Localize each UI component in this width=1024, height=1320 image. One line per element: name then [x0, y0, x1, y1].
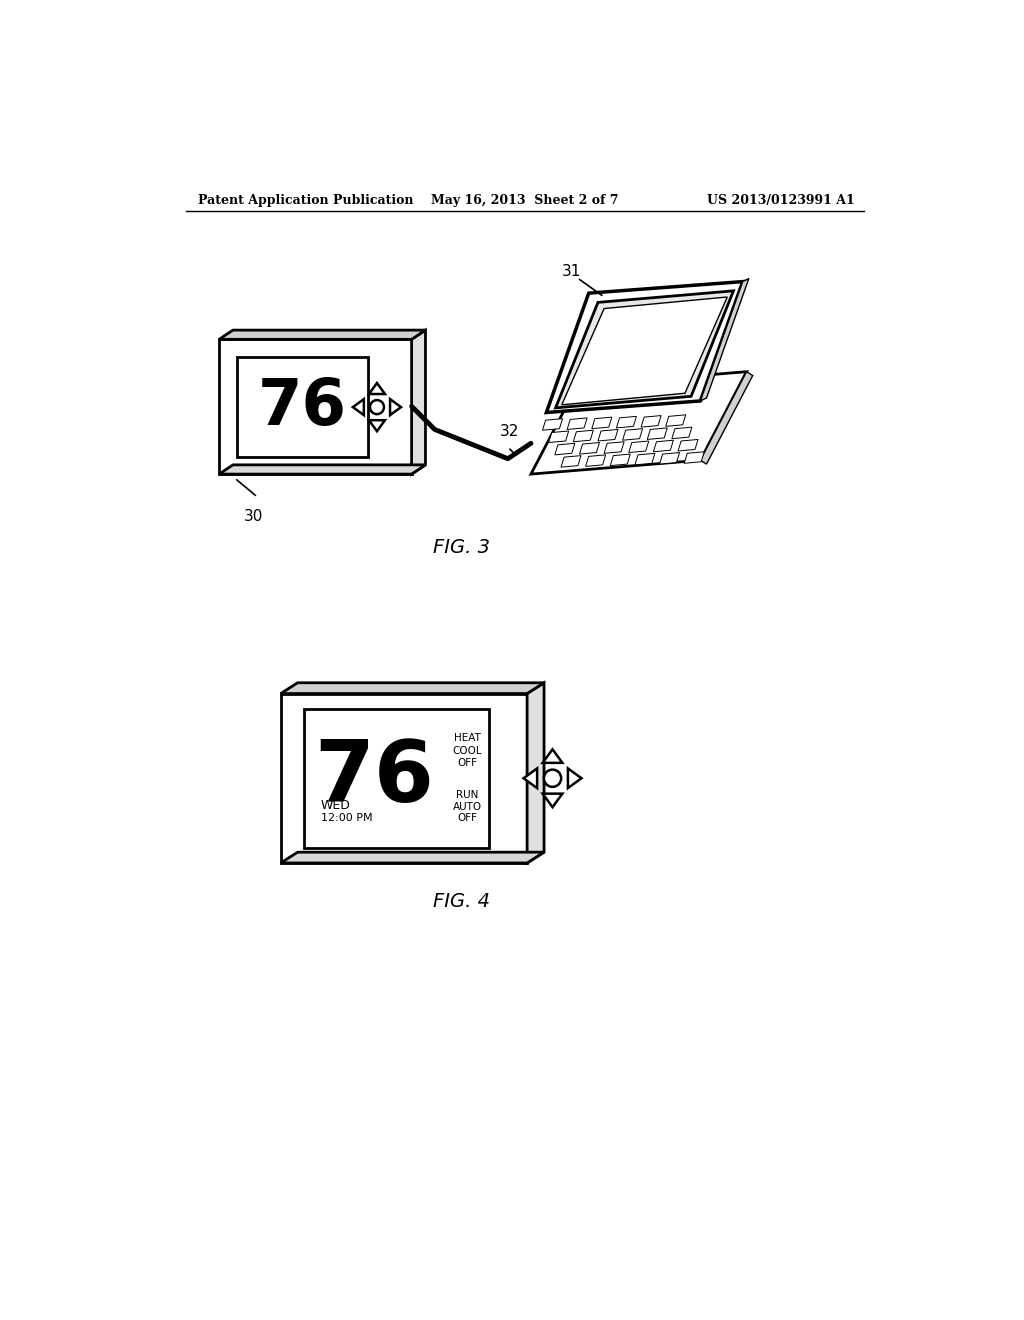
Polygon shape: [561, 455, 581, 467]
Text: 31: 31: [562, 264, 582, 279]
Polygon shape: [219, 330, 425, 339]
Text: OFF: OFF: [457, 813, 477, 824]
Polygon shape: [666, 414, 686, 426]
Text: 32: 32: [500, 425, 519, 440]
Polygon shape: [573, 430, 593, 442]
Polygon shape: [547, 281, 742, 412]
Polygon shape: [369, 420, 385, 432]
Text: 12:00 PM: 12:00 PM: [321, 813, 373, 824]
Polygon shape: [616, 416, 637, 428]
Polygon shape: [610, 454, 631, 466]
Polygon shape: [700, 372, 753, 465]
Polygon shape: [678, 440, 698, 451]
Polygon shape: [555, 444, 574, 455]
Polygon shape: [527, 682, 544, 863]
Polygon shape: [543, 793, 562, 808]
Polygon shape: [592, 417, 611, 429]
Polygon shape: [684, 451, 705, 463]
Text: US 2013/0123991 A1: US 2013/0123991 A1: [707, 194, 854, 207]
Polygon shape: [659, 453, 680, 465]
Circle shape: [370, 400, 384, 414]
Polygon shape: [568, 768, 582, 788]
Text: AUTO: AUTO: [453, 801, 481, 812]
Polygon shape: [281, 693, 527, 863]
Text: Patent Application Publication: Patent Application Publication: [199, 194, 414, 207]
Polygon shape: [304, 709, 488, 847]
Polygon shape: [353, 399, 364, 414]
Text: May 16, 2013  Sheet 2 of 7: May 16, 2013 Sheet 2 of 7: [431, 194, 618, 207]
Polygon shape: [523, 768, 538, 788]
Polygon shape: [281, 853, 544, 863]
Text: OFF: OFF: [457, 758, 477, 768]
Polygon shape: [700, 279, 749, 401]
Text: RUN: RUN: [456, 791, 478, 800]
Polygon shape: [219, 339, 412, 474]
Polygon shape: [390, 399, 401, 414]
Polygon shape: [219, 465, 425, 474]
Polygon shape: [635, 453, 655, 465]
Polygon shape: [604, 442, 625, 453]
Text: FIG. 3: FIG. 3: [433, 537, 490, 557]
Polygon shape: [237, 358, 368, 457]
Text: COOL: COOL: [453, 746, 482, 755]
Polygon shape: [562, 297, 727, 405]
Polygon shape: [549, 430, 568, 442]
Polygon shape: [531, 372, 746, 474]
Text: 30: 30: [244, 508, 263, 524]
Text: HEAT: HEAT: [454, 733, 480, 743]
Polygon shape: [629, 441, 649, 453]
Text: 76: 76: [314, 737, 434, 820]
Text: 76: 76: [258, 376, 347, 438]
Polygon shape: [580, 442, 599, 454]
Polygon shape: [586, 455, 605, 466]
Polygon shape: [556, 290, 733, 408]
Polygon shape: [641, 416, 662, 428]
Text: WED: WED: [321, 799, 350, 812]
Polygon shape: [412, 330, 425, 474]
Text: FIG. 4: FIG. 4: [433, 892, 490, 911]
Polygon shape: [543, 750, 562, 763]
Polygon shape: [543, 418, 562, 430]
Polygon shape: [623, 429, 643, 441]
Circle shape: [544, 770, 561, 787]
Polygon shape: [369, 383, 385, 395]
Polygon shape: [647, 428, 668, 440]
Polygon shape: [598, 429, 617, 441]
Polygon shape: [567, 418, 587, 429]
Polygon shape: [281, 682, 544, 693]
Polygon shape: [672, 428, 692, 438]
Polygon shape: [653, 441, 674, 451]
